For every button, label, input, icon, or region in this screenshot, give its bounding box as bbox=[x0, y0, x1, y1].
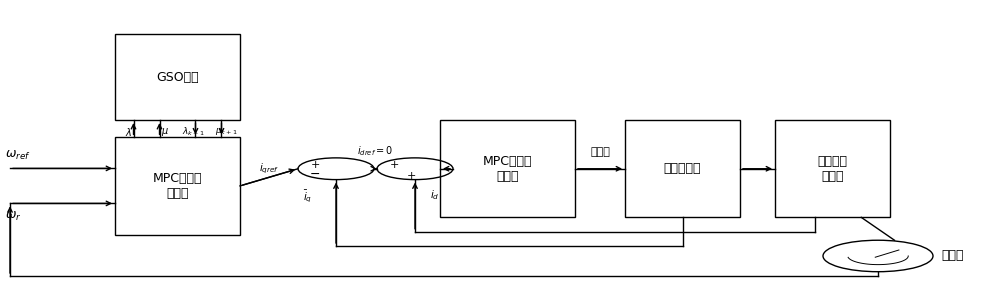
Bar bbox=[775, 120, 890, 217]
Text: 三相逆变器: 三相逆变器 bbox=[664, 162, 701, 175]
Text: $\lambda$: $\lambda$ bbox=[125, 126, 132, 138]
Text: $i_{dref}=0$: $i_{dref}=0$ bbox=[357, 145, 394, 158]
Bar bbox=[625, 120, 740, 217]
Bar bbox=[440, 120, 575, 217]
Text: 编码器: 编码器 bbox=[941, 249, 964, 263]
Text: +: + bbox=[407, 171, 416, 181]
Text: +: + bbox=[310, 160, 320, 170]
Text: GSO模块: GSO模块 bbox=[156, 71, 199, 84]
Text: $\lambda_{k+1}$: $\lambda_{k+1}$ bbox=[182, 126, 205, 138]
Text: $\mu$: $\mu$ bbox=[161, 126, 168, 138]
Text: $\bar{i}_q$: $\bar{i}_q$ bbox=[303, 188, 313, 205]
Text: MPC速度控
制模块: MPC速度控 制模块 bbox=[153, 172, 202, 200]
Text: $i_{qref}$: $i_{qref}$ bbox=[259, 162, 279, 176]
Text: −: − bbox=[310, 168, 320, 181]
Text: $\mu_{k+1}$: $\mu_{k+1}$ bbox=[215, 126, 238, 137]
Text: $\omega_{ref}$: $\omega_{ref}$ bbox=[5, 149, 31, 162]
Text: $\omega_r$: $\omega_r$ bbox=[5, 210, 22, 223]
Text: +: + bbox=[389, 160, 399, 170]
Text: MPC电流控
制模块: MPC电流控 制模块 bbox=[483, 155, 532, 183]
Text: 永磁同步
电动机: 永磁同步 电动机 bbox=[818, 155, 848, 183]
Bar bbox=[115, 137, 240, 235]
Bar bbox=[115, 34, 240, 120]
Text: $i_d$: $i_d$ bbox=[430, 188, 440, 202]
Text: 门信号: 门信号 bbox=[590, 147, 610, 156]
